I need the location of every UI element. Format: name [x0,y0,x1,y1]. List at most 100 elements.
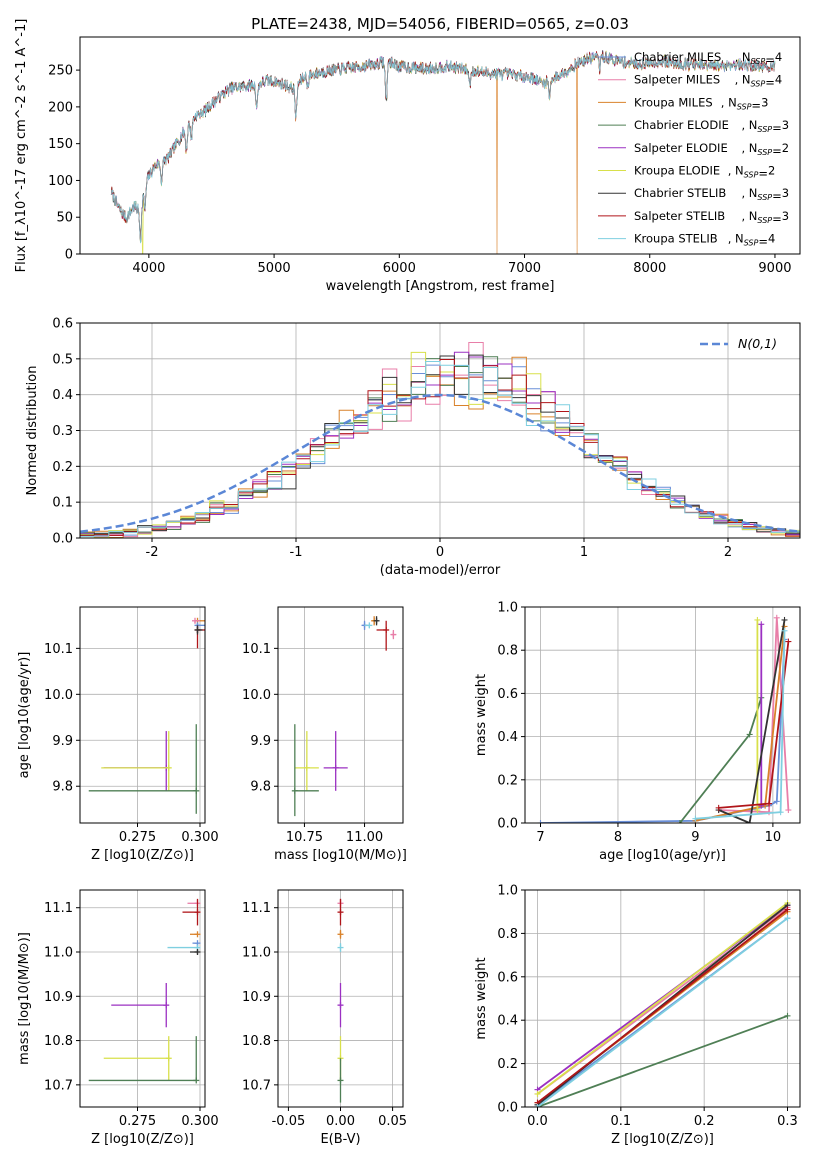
plot-area [88,898,201,1084]
legend-nssp-value: 4 [775,50,782,64]
weight-line-chabrier-miles [540,639,786,823]
plot-area [534,900,791,1107]
legend-nssp-value: 2 [782,141,789,155]
y-tick-label: 10.0 [44,688,73,703]
y-tick-label: 9.8 [250,780,271,795]
legend-nssp-label: , NSSP=4 [735,73,783,90]
y-tick-label: 0.0 [497,1101,518,1116]
legend-entry: Kroupa ELODIE [634,164,720,178]
x-tick-label: 11.00 [346,830,383,845]
plot-area [337,898,344,1103]
panel-mass-vs-ebv: -0.05 0.00 0.05 10.7 10.8 10.9 11.0 11.1 E(B-V) [242,889,407,1147]
legend-nssp-sub: SSP [744,239,759,248]
legend-entry: N(0,1) [738,336,777,351]
legend-equals: = [751,98,761,112]
weight-line-kroupa-stelib [536,917,789,1107]
y-tick-label: 10.9 [242,990,271,1005]
panel-age-vs-mass: 10.75 11.00 9.8 9.9 10.0 10.1 mass [log10(M/M⊙… [242,606,407,863]
legend-nssp-label: , NSSP=3 [742,118,790,135]
legend-nssp-sub: SSP [757,193,772,202]
legend-entry: Chabrier MILES [634,50,721,64]
x-tick-label: -2 [146,545,159,560]
legend-nssp-label: , NSSP=4 [735,50,783,67]
weight-line-chabrier-elodie [537,1015,788,1107]
x-tick-label: 7 [536,830,544,845]
y-tick-label: 0.0 [497,817,518,832]
axes-frame [524,889,801,1108]
y-tick-label: 10.9 [44,990,73,1005]
plot-area [88,617,205,814]
x-tick-label: 0.300 [181,830,218,845]
y-tick-label: 0.1 [52,496,73,511]
x-tick-label: 5000 [258,261,291,276]
legend-nssp-value: 4 [768,232,775,246]
y-axis-label: mass weight [474,957,489,1039]
x-tick-label: 7000 [508,261,541,276]
y-tick-label: 10.7 [44,1078,73,1093]
histogram-salpeter-stelib [80,359,800,538]
axes-frame [79,889,206,1108]
y-tick-label: 0.8 [497,644,518,659]
y-tick-label: 0.2 [497,773,518,788]
y-tick-label: 0.8 [497,927,518,942]
y-tick-label: 11.0 [242,946,271,961]
y-axis-label: Normed distribution [25,366,40,496]
y-tick-label: 100 [48,174,73,189]
legend-nssp-label: , NSSP=2 [742,141,790,158]
legend-nssp-label: , NSSP=3 [721,95,769,112]
y-tick-label: 10.8 [44,1034,73,1049]
panel-mass-vs-Z: 0.275 0.300 10.7 10.8 10.9 11.0 11.1 Z [log10(Z… [17,889,219,1147]
legend-nssp-value: 2 [768,164,775,178]
legend-equals: = [765,53,775,67]
legend-entry: Kroupa MILES [634,95,713,109]
legend-equals: = [758,235,768,249]
legend-equals: = [772,212,782,226]
y-tick-label: 0.4 [497,1014,518,1029]
x-axis-label: Z [log10(Z/Z⊙)] [91,1132,194,1147]
legend-nssp-sub: SSP [751,80,766,89]
y-tick-label: 10.1 [242,642,271,657]
legend-equals: = [772,121,782,135]
legend-nssp-sub: SSP [737,102,752,111]
x-tick-label: 8000 [633,261,666,276]
y-axis-label: Flux [f_λ10^-17 erg cm^-2 s^-1 A^-1] [14,19,29,273]
x-axis-label: Z [log10(Z/Z⊙)] [91,848,194,863]
x-tick-label: 0.3 [777,1114,798,1129]
histogram-kroupa-stelib [80,361,800,538]
x-tick-label: 8 [614,830,622,845]
y-tick-label: 0.2 [497,1057,518,1072]
y-tick-label: 0.4 [497,730,518,745]
y-tick-label: 200 [48,100,73,115]
normal-reference-curve [80,393,800,533]
plot-area [80,341,800,538]
x-tick-label: 0.05 [378,1114,407,1129]
y-tick-label: 0.6 [497,687,518,702]
x-tick-label: 9000 [758,261,791,276]
legend-entry: Chabrier STELIB [634,186,726,200]
y-tick-label: 0.4 [52,388,73,403]
x-axis-label: wavelength [Angstrom, rest frame] [326,279,555,294]
axes-frame [79,36,801,255]
legend-entry: Chabrier ELODIE [634,118,729,132]
y-tick-label: 1.0 [497,884,518,899]
legend-nssp-label: , NSSP=3 [742,209,790,226]
x-tick-label: 4000 [132,261,165,276]
legend-nssp-sub: SSP [744,171,759,180]
y-tick-label: 250 [48,64,73,79]
axes-frame [277,889,404,1108]
weight-line-chabrier-stelib [718,619,786,823]
y-tick-label: 0 [65,248,73,263]
y-tick-label: 9.9 [52,734,73,749]
x-tick-label: -1 [290,545,303,560]
legend-nssp-value: 3 [782,186,789,200]
y-tick-label: 9.8 [52,780,73,795]
y-tick-label: 150 [48,137,73,152]
y-tick-label: 0.5 [52,352,73,367]
weight-line-salpeter-stelib [536,908,789,1104]
legend-nssp-value: 4 [775,73,782,87]
y-tick-label: 0.2 [52,460,73,475]
x-tick-label: 0.2 [694,1114,715,1129]
legend-nssp-label: , NSSP=3 [742,186,790,203]
x-tick-label: 0.300 [181,1114,218,1129]
x-axis-label: age [log10(age/yr)] [599,848,726,863]
